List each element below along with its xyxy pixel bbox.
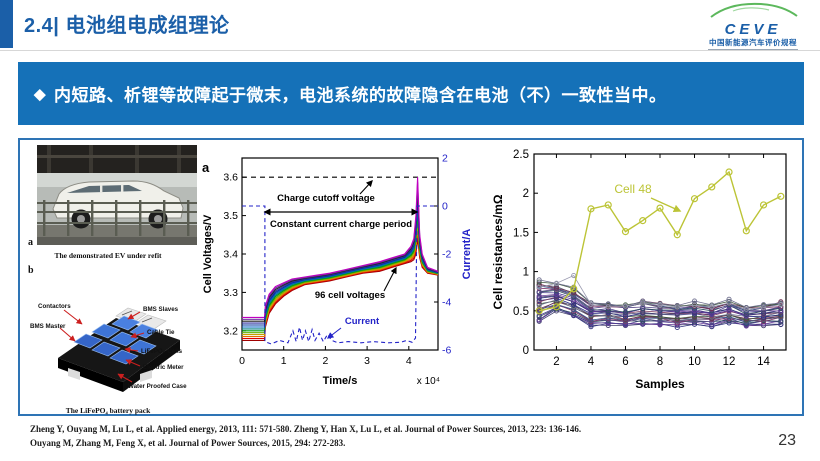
key-point-text: 内短路、析锂等故障起于微末，电池系统的故障隐含在电池（不）一致性当中。 (54, 86, 667, 105)
pack-label-electric-meter: Electric Meter (143, 364, 184, 371)
svg-text:2.5: 2.5 (513, 149, 529, 161)
svg-text:3.2: 3.2 (223, 325, 238, 337)
chart-cell-resistances: 2 4 6 8 10 12 14 0 0.5 1 1.5 2 2.5 Cell resistances/m… (488, 140, 802, 414)
ceve-logo: CEVE 中国新能源汽车评价规程 (698, 2, 808, 52)
svg-text:14: 14 (757, 356, 770, 368)
svg-text:6: 6 (622, 356, 628, 368)
svg-text:2: 2 (553, 356, 559, 368)
figure-b-caption: The LiFePO₄ battery pack (65, 406, 151, 415)
svg-text:Current: Current (345, 316, 380, 327)
svg-text:1.5: 1.5 (513, 227, 529, 239)
figure-a-label: a (28, 237, 33, 248)
svg-text:Cell resistances/mΩ: Cell resistances/mΩ (491, 194, 505, 309)
pack-label-case: Water Proofed Case (128, 383, 187, 390)
svg-text:3: 3 (364, 355, 370, 367)
pack-label-bms-slaves: BMS Slaves (143, 306, 179, 313)
header-accent-bar (0, 0, 13, 48)
svg-text:4: 4 (406, 355, 412, 367)
svg-text:96 cell voltages: 96 cell voltages (315, 290, 385, 301)
svg-text:Cell Voltages/V: Cell Voltages/V (202, 214, 214, 293)
svg-text:0.5: 0.5 (513, 306, 529, 318)
svg-text:x 10⁴: x 10⁴ (417, 376, 440, 387)
references: Zheng Y, Ouyang M, Lu L, et al. Applied … (30, 423, 750, 451)
svg-text:1: 1 (523, 267, 529, 279)
page-number: 23 (778, 432, 796, 449)
svg-text:3.6: 3.6 (223, 172, 238, 184)
pack-label-bms-master: BMS Master (30, 323, 66, 330)
svg-text:a: a (202, 160, 210, 175)
cell-voltages-chart-svg: 0 1 2 3 4 3.2 3.3 3.4 3.5 3.6 2 0 -2 -4 -6 Cell Voltage… (202, 153, 473, 388)
page-title: 2.4| 电池组电成组理论 (24, 15, 230, 37)
slide-header: 2.4| 电池组电成组理论 CEVE 中国新能源汽车评价规程 (0, 0, 820, 51)
svg-text:3.3: 3.3 (223, 287, 238, 299)
logo-name: CEVE (724, 21, 782, 38)
svg-text:-4: -4 (442, 297, 451, 309)
key-point-banner: ◆ 内短路、析锂等故障起于微末，电池系统的故障隐含在电池（不）一致性当中。 (18, 62, 804, 125)
svg-text:-6: -6 (442, 345, 451, 357)
svg-text:2: 2 (523, 188, 529, 200)
battery-pack-figure: Contactors BMS Master BMS Slaves Cable T… (30, 303, 187, 392)
svg-text:Cell 48: Cell 48 (614, 182, 652, 196)
svg-text:Samples: Samples (635, 377, 685, 391)
pack-label-cells: LiFePO₄ Cells (141, 348, 183, 355)
figure-b-label: b (28, 265, 34, 276)
svg-text:3.5: 3.5 (223, 210, 238, 222)
svg-text:Constant current charge period: Constant current charge period (270, 219, 412, 230)
chart-cell-voltages: 0 1 2 3 4 3.2 3.3 3.4 3.5 3.6 2 0 -2 -4 -6 Cell Voltage… (198, 140, 488, 414)
figure-a-caption: The demonstrated EV under refit (54, 251, 162, 260)
diamond-bullet-icon: ◆ (34, 85, 47, 103)
ev-photo-figure (37, 145, 198, 245)
logo-subtitle-zh: 中国新能源汽车评价规程 (709, 38, 797, 47)
svg-text:0: 0 (442, 201, 448, 213)
svg-text:Time/s: Time/s (323, 375, 358, 387)
pack-label-cable-tie: Cable Tie (147, 329, 175, 336)
svg-text:1: 1 (281, 355, 287, 367)
ceve-car-icon (710, 2, 798, 18)
cell-resistances-chart-svg: 2 4 6 8 10 12 14 0 0.5 1 1.5 2 2.5 Cell resistances/m… (491, 149, 787, 391)
svg-text:2: 2 (322, 355, 328, 367)
pack-label-contactors: Contactors (38, 303, 71, 310)
svg-text:10: 10 (688, 356, 701, 368)
reference-line-1: Zheng Y, Ouyang M, Lu L, et al. Applied … (30, 424, 582, 434)
figures-content-box: a (18, 138, 804, 416)
svg-text:8: 8 (657, 356, 663, 368)
reference-line-2: Ouyang M, Zhang M, Feng X, et al. Journa… (30, 437, 346, 448)
svg-text:12: 12 (723, 356, 736, 368)
svg-text:0: 0 (239, 355, 245, 367)
logo-tagline-rule (708, 48, 798, 52)
svg-text:0: 0 (523, 345, 529, 357)
svg-text:4: 4 (588, 356, 595, 368)
figure-column-ev: a (20, 140, 198, 415)
railing (37, 200, 198, 236)
svg-text:3.4: 3.4 (223, 249, 238, 261)
svg-text:2: 2 (442, 153, 448, 165)
svg-text:Charge cutoff voltage: Charge cutoff voltage (277, 193, 375, 204)
svg-text:Current/A: Current/A (461, 229, 473, 280)
svg-text:-2: -2 (442, 249, 451, 261)
